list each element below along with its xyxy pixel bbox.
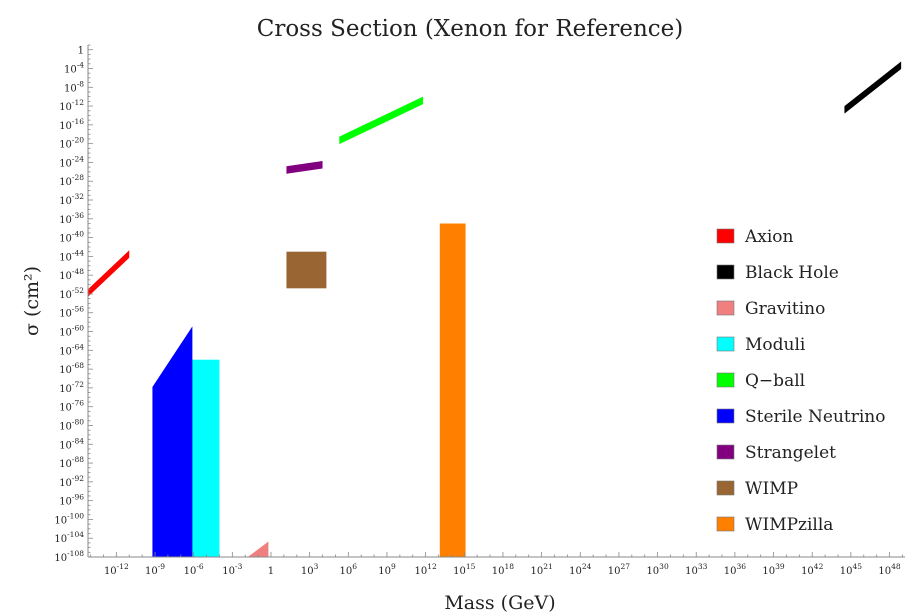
gravitino-region [247,541,269,557]
y-tick-label: 10-72 [59,380,84,395]
x-tick-label: 103 [301,562,319,577]
plot-area [88,61,902,557]
x-tick-label: 1045 [840,562,863,577]
y-axis-label: σ (cm²) [21,266,43,336]
x-tick-label: 10-9 [145,562,165,577]
legend-label: Axion [744,227,794,247]
y-tick-label: 10-44 [59,248,84,263]
legend-label: Gravitino [745,299,825,319]
legend-swatch [716,480,735,496]
x-axis: 10-12 10-9 10-6 10-3 1 103 106 109 1012 1015 1018 1… [88,552,905,577]
y-tick-label: 10-24 [59,154,84,169]
legend-item-q-ball: Q−ball [716,371,805,391]
black-hole-region [844,61,902,114]
x-tick-label: 10-3 [222,562,242,577]
x-tick-label: 1030 [646,562,669,577]
wimpzilla-region [439,223,466,557]
x-tick-label: 1 [268,566,274,577]
legend-item-black-hole: Black Hole [716,263,839,283]
legend-swatch [716,444,735,460]
legend-label: WIMP [745,479,798,499]
y-tick-label: 10-88 [59,455,84,470]
x-tick-label: 1027 [608,562,631,577]
q-ball-region [339,96,424,145]
wimp-region [286,251,327,289]
x-tick-label: 109 [378,562,396,577]
legend-swatch [716,264,735,280]
y-tick-label: 10-48 [59,267,84,282]
y-tick-label: 10-64 [59,342,84,357]
legend-label: Moduli [745,335,806,355]
y-tick-label: 10-32 [59,192,84,207]
legend-item-gravitino: Gravitino [716,299,825,319]
x-tick-label: 106 [340,562,358,577]
x-tick-label: 1036 [724,562,747,577]
y-tick-label: 10-68 [59,361,84,376]
legend-label: Sterile Neutrino [745,407,885,427]
sterile-neutrino-region [152,326,193,557]
y-tick-label: 10-16 [59,117,84,132]
y-tick-label: 10-40 [59,230,84,245]
x-tick-label: 1024 [569,562,592,577]
legend-label: Black Hole [745,263,839,283]
legend-swatch [716,228,735,244]
legend-swatch [716,516,735,532]
y-tick-label: 10-52 [59,286,84,301]
y-tick-label: 10-92 [59,474,84,489]
y-tick-label: 10-84 [59,436,84,451]
y-tick-label: 10-4 [64,60,84,75]
y-tick-label: 10-56 [59,305,84,320]
chart-title: Cross Section (Xenon for Reference) [257,16,684,42]
x-tick-label: 10-6 [184,562,204,577]
legend-item-wimp: WIMP [716,479,798,499]
legend-swatch [716,372,735,388]
legend-swatch [716,300,735,316]
x-tick-label: 10-12 [104,562,129,577]
axion-region [88,250,130,297]
y-tick-label: 10-108 [54,549,84,564]
y-tick-label: 10-20 [59,136,84,151]
y-tick-label: 10-100 [54,511,84,526]
legend-item-moduli: Moduli [716,335,806,355]
legend-label: Strangelet [745,443,836,463]
legend: Axion Black Hole Gravitino Moduli Q−ball Ster… [716,227,885,535]
x-tick-label: 1042 [801,562,824,577]
legend-swatch [716,336,735,352]
y-tick-label: 10-80 [59,417,84,432]
x-tick-label: 1021 [530,562,552,577]
y-tick-label: 10-104 [54,530,84,545]
legend-swatch [716,408,735,424]
y-tick-label: 1 [78,46,84,57]
y-axis: 1 10-4 10-8 10-12 10-16 10-20 10-24 10-28 10-32 1… [54,44,93,564]
legend-item-strangelet: Strangelet [716,443,836,463]
y-tick-label: 10-60 [59,324,84,339]
legend-item-axion: Axion [716,227,794,247]
x-tick-label: 1018 [492,562,515,577]
y-tick-label: 10-76 [59,399,84,414]
x-tick-label: 1039 [762,562,785,577]
x-tick-label: 1048 [878,562,901,577]
strangelet-region [286,161,323,174]
y-tick-label: 10-12 [59,98,84,113]
y-tick-label: 10-36 [59,211,84,226]
legend-label: WIMPzilla [745,515,833,535]
x-tick-label: 1012 [414,562,437,577]
x-tick-label: 1015 [453,562,476,577]
y-tick-label: 10-28 [59,173,84,188]
y-tick-label: 10-96 [59,493,84,508]
legend-item-sterile-neutrino: Sterile Neutrino [716,407,885,427]
y-tick-label: 10-8 [64,79,84,94]
x-tick-label: 1033 [685,562,708,577]
legend-label: Q−ball [745,371,805,391]
x-axis-label: Mass (GeV) [444,592,555,614]
legend-item-wimpzilla: WIMPzilla [716,515,833,535]
